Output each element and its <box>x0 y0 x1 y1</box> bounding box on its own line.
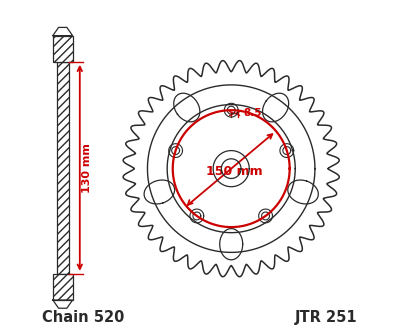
Text: 130 mm: 130 mm <box>82 143 92 193</box>
Text: Chain 520: Chain 520 <box>42 310 125 325</box>
Bar <box>53 274 72 300</box>
Text: JTR 251: JTR 251 <box>295 310 358 325</box>
Bar <box>53 274 72 300</box>
Bar <box>53 36 72 62</box>
Text: 150 mm: 150 mm <box>206 165 263 178</box>
Text: 8.5: 8.5 <box>243 109 262 119</box>
Bar <box>57 62 69 274</box>
Bar <box>57 62 69 274</box>
Bar <box>53 36 72 62</box>
